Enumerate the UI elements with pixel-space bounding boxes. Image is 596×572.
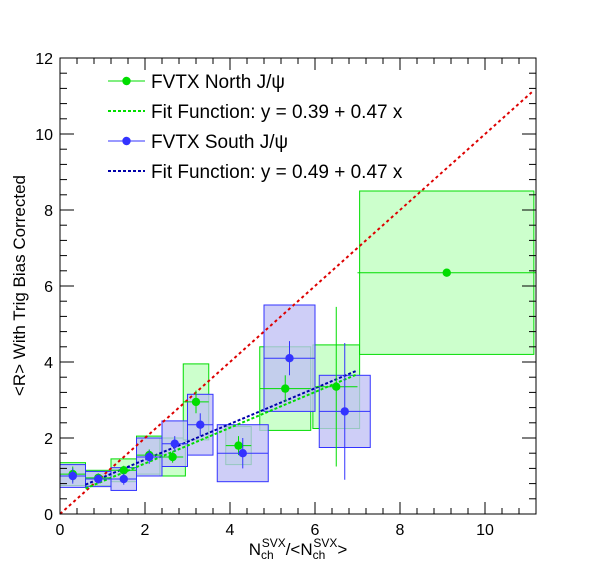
north-data-point-9 <box>442 268 451 277</box>
fit-line-south <box>85 369 358 486</box>
axis-ticks: 0 2 4 6 8 10 0 2 4 6 8 10 12 <box>35 51 537 539</box>
x-tick-label: 6 <box>311 522 320 539</box>
x-axis-title-mid: /<N <box>286 540 313 559</box>
data-points <box>60 268 536 485</box>
legend-entry-label: FVTX North J/ψ <box>151 72 285 93</box>
x-axis-title-sub-2: ch <box>313 548 326 562</box>
x-tick-label: 10 <box>476 522 494 539</box>
north-data-point-6 <box>234 441 243 450</box>
north-data-point-2 <box>119 466 128 475</box>
x-axis-title-sup: SVX <box>262 536 286 550</box>
x-tick-label: 8 <box>396 522 405 539</box>
y-tick-label: 10 <box>35 127 53 144</box>
x-tick-label: 2 <box>141 522 150 539</box>
fit-line-north <box>85 373 358 490</box>
south-data-point-8 <box>340 407 349 416</box>
north-data-point-4 <box>168 452 177 462</box>
y-tick-label: 0 <box>44 507 53 524</box>
y-axis-title: <R> With Trig Bias Corrected <box>10 175 29 396</box>
south-data-point-6 <box>238 449 247 458</box>
south-data-point-7 <box>285 354 294 363</box>
x-axis-title: NchSVX/<NchSVX> <box>249 536 348 562</box>
reference-lines <box>59 91 533 515</box>
legend: FVTX North J/ψ Fit Function: y = 0.39 + 0… <box>108 72 403 183</box>
legend-entry-label: Fit Function: y = 0.39 + 0.47 x <box>151 102 403 123</box>
south-data-point-5 <box>196 420 205 429</box>
north-data-point-8 <box>332 382 341 391</box>
south-data-point-3 <box>145 452 154 462</box>
y-tick-label: 6 <box>44 279 53 296</box>
x-tick-label: 0 <box>56 522 65 539</box>
legend-marker-dot <box>122 136 131 146</box>
y-tick-label: 12 <box>35 51 53 68</box>
x-axis-title-end: > <box>337 540 347 559</box>
x-tick-label: 4 <box>226 522 235 539</box>
y-tick-label: 8 <box>44 203 53 220</box>
north-data-point-5 <box>191 397 201 407</box>
south-data-point-1 <box>94 474 103 484</box>
south-data-point-0 <box>68 471 77 481</box>
south-data-point-2 <box>119 474 128 484</box>
x-axis-title-sup-2: SVX <box>313 536 337 550</box>
x-axis-title-base: N <box>249 540 261 559</box>
systematic-boxes <box>59 190 535 491</box>
north-data-point-7 <box>281 384 290 393</box>
legend-entry-label: Fit Function: y = 0.49 + 0.47 x <box>151 162 403 183</box>
y-tick-label: 2 <box>44 431 53 448</box>
x-axis-title-sub: ch <box>261 548 274 562</box>
y-tick-label: 4 <box>44 355 53 372</box>
south-data-point-4 <box>170 439 179 448</box>
legend-marker-dot <box>122 76 131 86</box>
legend-entry-label: FVTX South J/ψ <box>151 132 288 153</box>
